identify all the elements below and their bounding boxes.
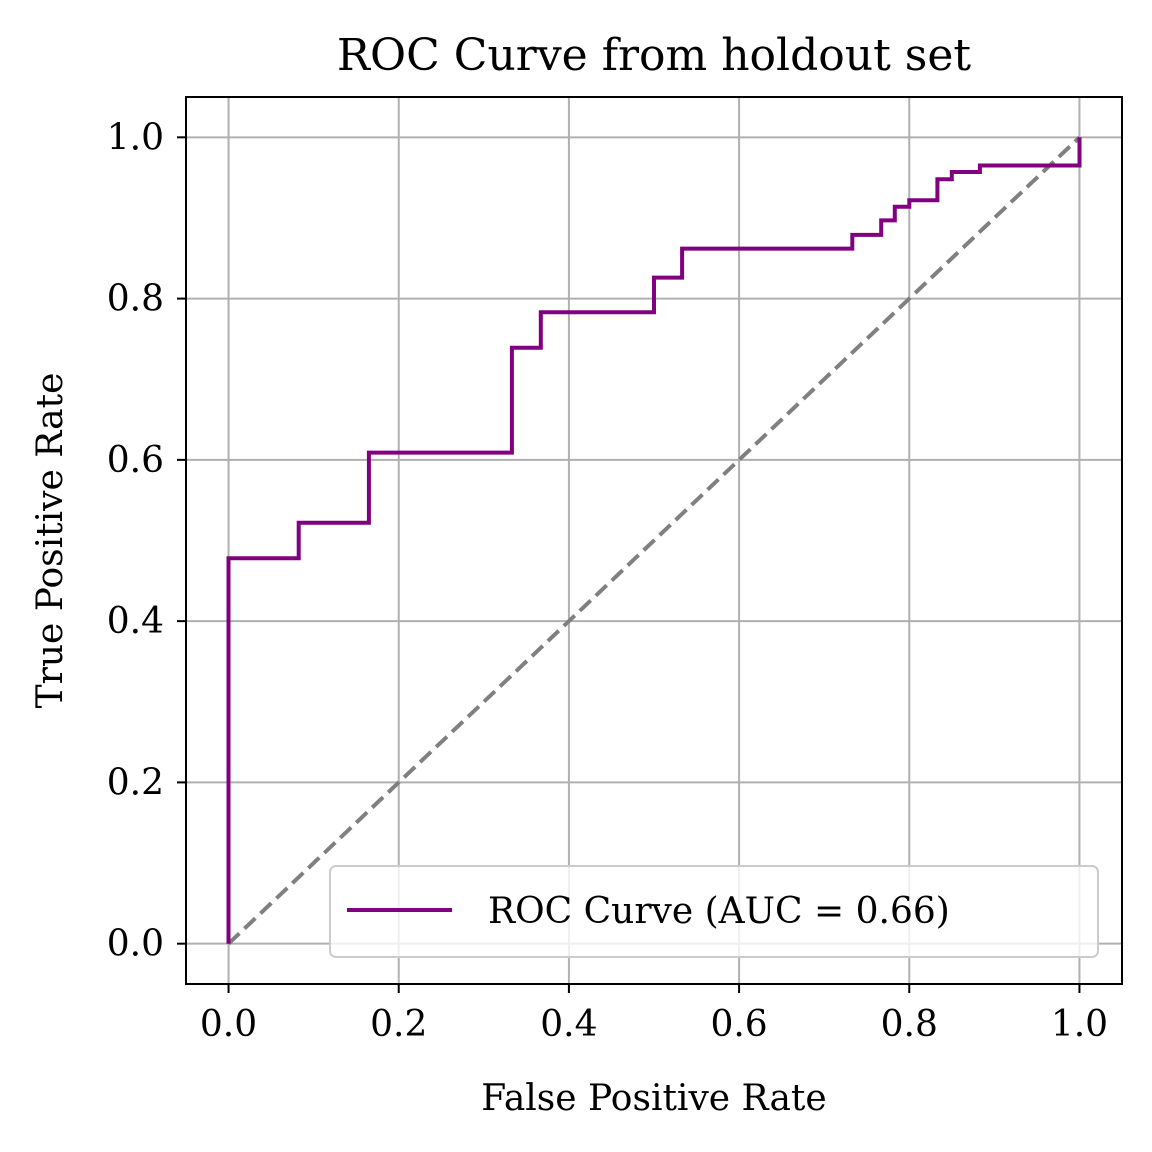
x-tick-label: 0.0 <box>200 1004 257 1045</box>
x-tick-label: 0.6 <box>710 1004 767 1045</box>
chart-title: ROC Curve from holdout set <box>337 30 971 81</box>
y-tick-label: 1.0 <box>107 117 164 158</box>
grid-lines <box>186 97 1122 984</box>
x-tick-label: 0.2 <box>370 1004 427 1045</box>
y-tick-label: 0.2 <box>107 762 164 803</box>
x-tick-label: 0.8 <box>881 1004 938 1045</box>
y-tick-label: 0.6 <box>107 440 164 481</box>
series-layer <box>226 135 1082 946</box>
plot-frame <box>185 96 1123 985</box>
y-tick-label: 0.8 <box>107 279 164 320</box>
axis-ticks: 0.0 0.2 0.4 0.6 0.8 1.0 0.0 0.2 0.4 0.6 0.8 1.0 <box>107 117 1108 1045</box>
y-tick-label: 0.0 <box>107 924 164 965</box>
x-tick-label: 0.4 <box>540 1004 597 1045</box>
x-tick-label: 1.0 <box>1051 1004 1108 1045</box>
legend: ROC Curve (AUC = 0.66) <box>329 865 1099 958</box>
chance-diagonal-line <box>227 135 1081 946</box>
roc-curve-line <box>226 137 1082 944</box>
y-tick-label: 0.4 <box>107 601 164 642</box>
legend-label-roc: ROC Curve (AUC = 0.66) <box>488 891 950 932</box>
x-axis-label: False Positive Rate <box>481 1078 826 1119</box>
legend-box <box>329 865 1099 958</box>
y-axis-label: True Positive Rate <box>30 373 71 709</box>
